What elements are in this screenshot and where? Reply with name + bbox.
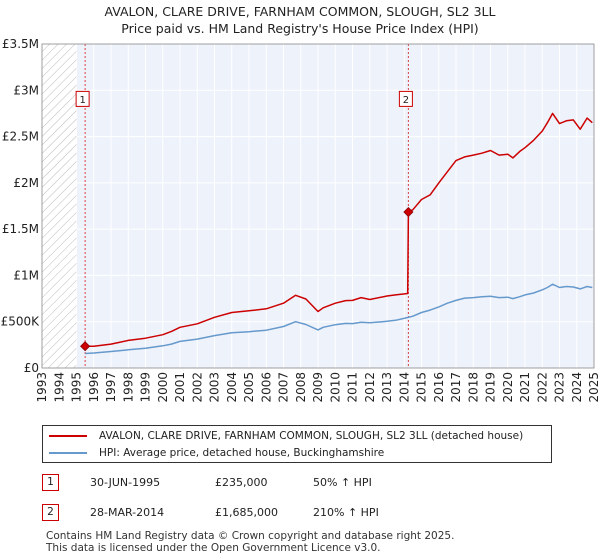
x-tick-label: 2018 — [466, 372, 480, 403]
x-tick-label: 2012 — [363, 372, 377, 403]
sale-hpi: 210% ↑ HPI — [313, 506, 379, 519]
x-tick-label: 2024 — [570, 372, 584, 403]
x-tick-label: 2010 — [328, 372, 342, 403]
sale-number-box — [398, 90, 413, 107]
x-tick-label: 2022 — [535, 372, 549, 403]
sale-price: £1,685,000 — [215, 506, 278, 519]
x-tick-label: 2016 — [432, 372, 446, 403]
sale-point — [403, 206, 414, 218]
hpi-line — [85, 283, 593, 355]
legend-label: HPI: Average price, detached house, Buck… — [99, 447, 385, 459]
x-tick-label: 2011 — [346, 372, 360, 403]
y-tick-label: £3.5M — [2, 37, 39, 51]
y-tick-label: £1.5M — [2, 222, 39, 236]
sale-badge: 1 — [42, 474, 59, 491]
footer-licence: This data is licensed under the Open Gov… — [46, 542, 381, 554]
x-tick-label: 2006 — [259, 372, 273, 403]
x-tick-label: 1996 — [87, 372, 101, 403]
sale-hpi: 50% ↑ HPI — [313, 476, 372, 489]
chart-subtitle: Price paid vs. HM Land Registry's House … — [121, 21, 479, 36]
x-tick-labels: 1993 1994 1995 1996 1997 1998 1999 2000 2001 2002… — [35, 372, 600, 403]
x-tick-label: 2002 — [190, 372, 204, 403]
y-tick-label: £1M — [13, 268, 39, 282]
series-lines — [85, 112, 593, 355]
axes — [41, 43, 595, 369]
x-tick-label: 2014 — [397, 372, 411, 403]
x-tick-label: 1993 — [35, 372, 49, 403]
y-tick-label: £2.5M — [2, 130, 39, 144]
x-tick-label: 2025 — [587, 372, 600, 403]
x-tick-label: 2009 — [311, 372, 325, 403]
x-tick-label: 2007 — [277, 372, 291, 403]
x-tick-label: 2001 — [173, 372, 187, 403]
sale-number-label: 2 — [403, 95, 409, 106]
x-tick-label: 2003 — [208, 372, 222, 403]
x-tick-label: 2017 — [449, 372, 463, 403]
x-tick-label: 2008 — [294, 372, 308, 403]
x-tick-label: 1994 — [52, 372, 66, 403]
sale-price: £235,000 — [215, 476, 268, 489]
plot-border — [41, 43, 595, 369]
x-tick-label: 1995 — [70, 372, 84, 403]
x-tick-label: 2015 — [415, 372, 429, 403]
hatched-region — [42, 44, 77, 368]
y-tick-label: £500K — [1, 315, 41, 329]
y-tick-label: £2M — [13, 176, 39, 190]
legend: AVALON, CLARE DRIVE, FARNHAM COMMON, SLO… — [42, 425, 552, 463]
pre-data-hatch — [42, 44, 77, 368]
sale-badge: 2 — [42, 504, 59, 521]
sale-date: 30-JUN-1995 — [90, 476, 161, 489]
x-tick-label: 1998 — [121, 372, 135, 403]
y-tick-labels: £0 £500K £1M £1.5M £2M £2.5M £3M £3.5M — [1, 37, 41, 375]
x-tick-label: 2023 — [553, 372, 567, 403]
legend-swatch-red — [49, 435, 87, 437]
x-tick-label: 1997 — [104, 372, 118, 403]
x-tick-label: 2000 — [156, 372, 170, 403]
y-tick-label: £0 — [24, 361, 39, 375]
x-tick-label: 2004 — [225, 372, 239, 403]
property-price-line — [85, 112, 593, 347]
legend-swatch-blue — [49, 452, 87, 454]
footer-copyright: Contains HM Land Registry data © Crown c… — [46, 530, 455, 542]
sale-number-label: 1 — [79, 95, 85, 106]
chart-title: AVALON, CLARE DRIVE, FARNHAM COMMON, SLO… — [104, 4, 496, 19]
x-tick-label: 2019 — [484, 372, 498, 403]
x-tick-label: 2020 — [501, 372, 515, 403]
x-tick-label: 1999 — [139, 372, 153, 403]
x-tick-label: 2005 — [242, 372, 256, 403]
sale-number-box — [75, 90, 90, 107]
x-tick-label: 2021 — [518, 372, 532, 403]
y-tick-label: £3M — [13, 83, 39, 97]
legend-label: AVALON, CLARE DRIVE, FARNHAM COMMON, SLO… — [99, 430, 524, 442]
sale-point — [80, 341, 91, 352]
sale-date: 28-MAR-2014 — [90, 506, 165, 519]
x-tick-label: 2013 — [380, 372, 394, 403]
